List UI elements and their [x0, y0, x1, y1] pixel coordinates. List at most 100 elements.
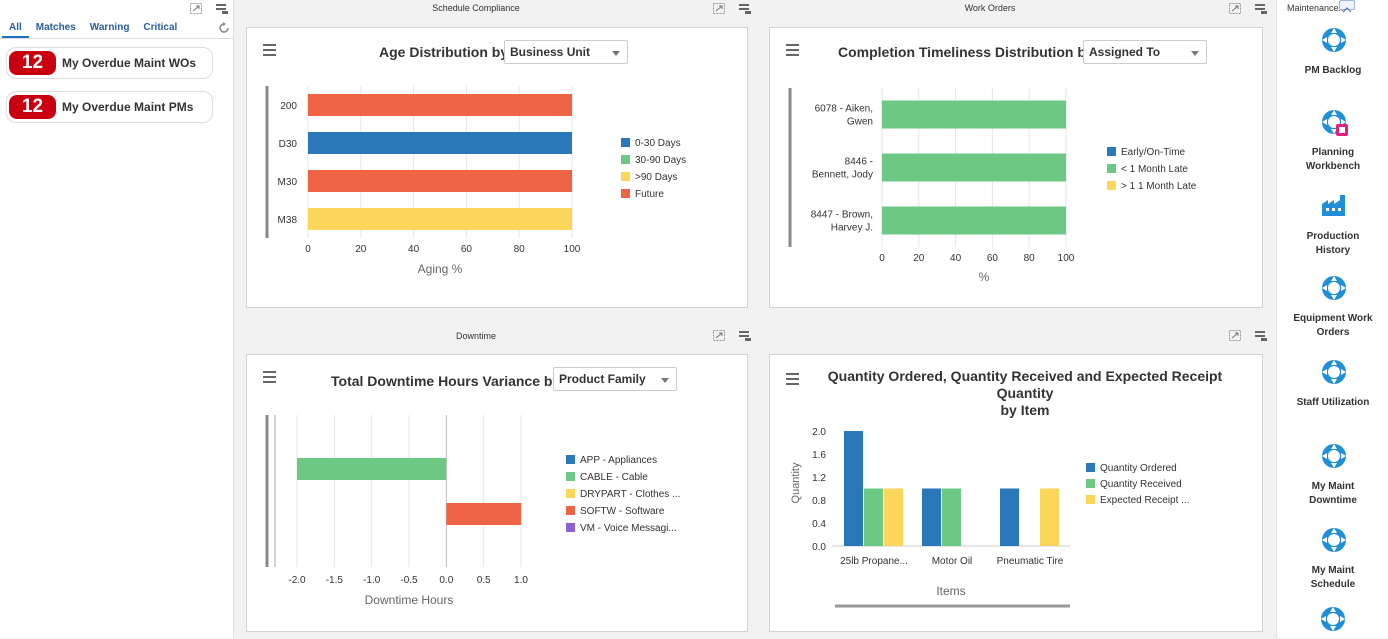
- bar: [297, 458, 447, 480]
- legend-swatch: [566, 489, 575, 498]
- downtime-variance-chart: -2.0 -1.5 -1.0 -0.5 0.0 0.5 1.0 Downtime Hours A…: [265, 415, 680, 607]
- y-tick-label: D30: [279, 139, 298, 150]
- chart-title-line1: Quantity Ordered, Quantity Received and …: [827, 368, 1223, 401]
- product-family-dropdown[interactable]: Product Family: [553, 367, 677, 391]
- menu-icon[interactable]: [1255, 328, 1267, 346]
- panel-title-downtime: Downtime: [455, 331, 496, 341]
- bar: [884, 488, 903, 546]
- y-tick-label: 200: [280, 101, 297, 112]
- maximize-icon[interactable]: [1229, 1, 1241, 19]
- chart-panel-completion-timeliness: Completion Timeliness Distribution by As…: [769, 27, 1263, 308]
- watchlist-item-overdue-wos[interactable]: 12 My Overdue Maint WOs: [6, 47, 213, 79]
- hamburger-icon[interactable]: [263, 371, 276, 383]
- legend-label: Future: [635, 189, 664, 200]
- y-tick-label: 8447 - Brown,: [811, 210, 873, 221]
- tab-warning[interactable]: Warning: [89, 22, 130, 33]
- hamburger-icon[interactable]: [786, 373, 799, 385]
- maximize-icon[interactable]: [1229, 328, 1241, 346]
- chart-panel-downtime-variance: Total Downtime Hours Variance by Product…: [246, 354, 748, 632]
- business-unit-dropdown[interactable]: Business Unit: [504, 40, 628, 64]
- bar: [308, 132, 572, 154]
- planning-workbench-icon: [1279, 106, 1388, 138]
- collapse-icon[interactable]: [1339, 0, 1355, 13]
- tab-all[interactable]: All: [2, 20, 29, 38]
- x-tick-label: 20: [355, 244, 367, 255]
- tabs-divider: [0, 38, 234, 39]
- legend-label: Early/On-Time: [1121, 147, 1186, 158]
- bar: [308, 208, 572, 230]
- legend-label: 0-30 Days: [635, 138, 681, 149]
- x-tick-label: 80: [1024, 253, 1036, 264]
- tab-matches[interactable]: Matches: [35, 22, 76, 33]
- legend-label: >90 Days: [635, 172, 678, 183]
- maximize-icon[interactable]: [713, 1, 725, 19]
- springboard-item[interactable]: My Maint Downtime: [1277, 440, 1388, 508]
- springboard-item[interactable]: My Maint Schedule: [1277, 524, 1388, 592]
- maximize-icon[interactable]: [190, 1, 202, 19]
- legend-label: SOFTW - Software: [580, 506, 665, 517]
- panel-title-work-orders: Work Orders: [964, 3, 1016, 13]
- chart-panel-quantity-by-item: Quantity Ordered, Quantity Received and …: [769, 354, 1263, 632]
- bar: [844, 431, 863, 546]
- menu-icon[interactable]: [216, 1, 228, 19]
- legend-label: APP - Appliances: [580, 455, 657, 466]
- bar: [882, 206, 1066, 235]
- y-tick-label: 0.4: [812, 519, 826, 530]
- menu-icon[interactable]: [1255, 1, 1267, 19]
- legend-swatch: [1086, 479, 1095, 488]
- x-tick-label: -1.0: [363, 575, 381, 586]
- count-badge: 12: [9, 51, 56, 75]
- assigned-to-dropdown[interactable]: Assigned To: [1083, 40, 1207, 64]
- watchlist-tabs: All Matches Warning Critical: [2, 20, 184, 38]
- label-line2: History: [1315, 245, 1351, 256]
- watchlist-pane: All Matches Warning Critical 12 My Overd…: [0, 0, 234, 638]
- label-line1: Equipment Work: [1293, 313, 1373, 324]
- legend-label: < 1 Month Late: [1121, 164, 1188, 175]
- legend-label: > 1 1 Month Late: [1121, 181, 1197, 192]
- label-line2: Downtime: [1309, 495, 1357, 506]
- springboard-item[interactable]: Planning Workbench: [1277, 106, 1388, 174]
- springboard-item[interactable]: Production History: [1277, 190, 1388, 258]
- hamburger-icon[interactable]: [263, 44, 276, 56]
- bar: [308, 94, 572, 116]
- label-line1: My Maint: [1311, 481, 1355, 492]
- label-line1: PM Backlog: [1304, 65, 1362, 76]
- springboard-pane: Maintenance... PM Backlog Planning Workben…: [1276, 0, 1388, 638]
- dropdown-value: Assigned To: [1089, 45, 1161, 59]
- bar: [882, 100, 1066, 129]
- x-tick-label: 20: [913, 253, 925, 264]
- springboard-item[interactable]: Equipment Work Orders: [1277, 272, 1388, 340]
- legend-swatch: [566, 472, 575, 481]
- legend-swatch: [566, 455, 575, 464]
- hamburger-icon[interactable]: [786, 44, 799, 56]
- bar: [308, 170, 572, 192]
- y-tick-label: 0.0: [812, 542, 826, 553]
- x-tick-label: 0.0: [439, 575, 453, 586]
- maximize-icon[interactable]: [713, 328, 725, 346]
- refresh-icon[interactable]: [218, 21, 230, 39]
- x-axis-label: Items: [936, 584, 965, 598]
- menu-icon[interactable]: [739, 1, 751, 19]
- label-line1: Planning: [1311, 147, 1355, 158]
- y-tick-label: M30: [278, 177, 298, 188]
- springboard-item[interactable]: PM Backlog: [1277, 24, 1388, 78]
- springboard-item-label: My Maint Downtime: [1277, 480, 1388, 508]
- y-tick-label: 2.0: [812, 427, 826, 438]
- chart-title: Total Downtime Hours Variance by: [331, 373, 561, 389]
- chevron-down-icon: [1191, 51, 1199, 56]
- chart-title: Completion Timeliness Distribution by: [838, 44, 1094, 60]
- legend-swatch: [621, 138, 630, 147]
- gear-cycle-icon: [1279, 24, 1388, 56]
- x-tick-label: 25lb Propane...: [840, 556, 908, 567]
- x-tick-label: Pneumatic Tire: [997, 556, 1064, 567]
- chart-title: Quantity Ordered, Quantity Received and …: [800, 368, 1250, 419]
- legend-label: Expected Receipt ...: [1100, 495, 1190, 506]
- menu-icon[interactable]: [739, 328, 751, 346]
- springboard-item-label: Production History: [1277, 230, 1388, 258]
- watchlist-item-overdue-pms[interactable]: 12 My Overdue Maint PMs: [6, 91, 213, 123]
- gear-cycle-icon[interactable]: [1277, 604, 1388, 639]
- x-tick-label: Motor Oil: [932, 556, 973, 567]
- tab-critical[interactable]: Critical: [143, 22, 178, 33]
- springboard-item[interactable]: Staff Utilization: [1277, 356, 1388, 410]
- chart-panel-age-distribution: Age Distribution by Business Unit 0 20 40 6…: [246, 27, 748, 308]
